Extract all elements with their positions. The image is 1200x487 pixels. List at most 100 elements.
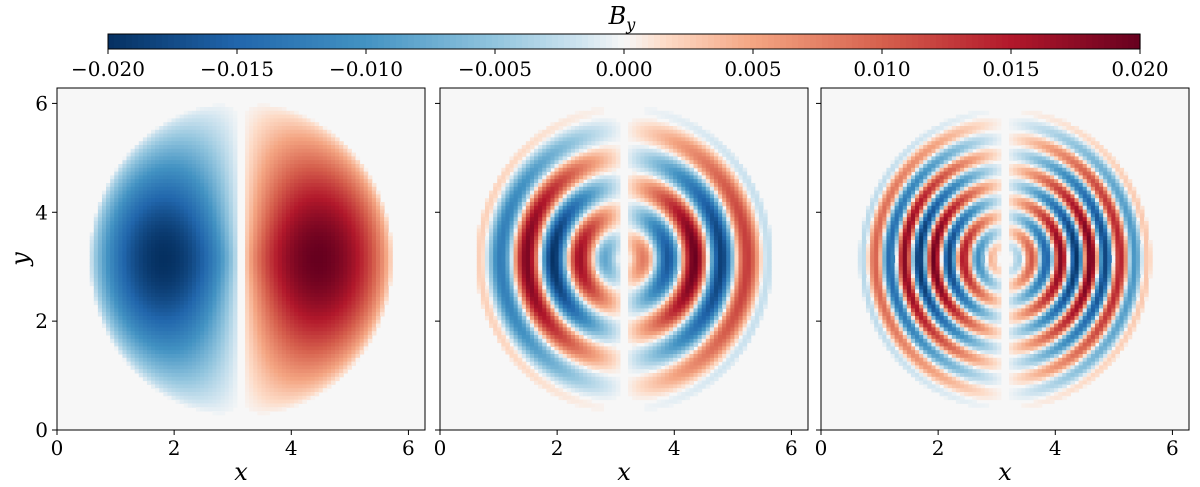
heatmap-cell [257,126,262,131]
heatmap-cell [142,224,148,230]
heatmap-cell [167,281,172,287]
heatmap-cell [285,346,291,351]
heatmap-cell [134,202,140,207]
heatmap-cell [269,407,275,412]
heatmap-cell [146,213,152,218]
heatmap-cell [375,308,381,313]
heatmap-cell [318,167,324,173]
heatmap-cell [290,323,295,328]
heatmap-cell [212,285,217,290]
heatmap-cell [326,285,332,290]
heatmap-cell [228,312,234,317]
heatmap-cell [314,297,320,302]
heatmap-cell [187,236,193,241]
heatmap-cell [118,236,123,241]
heatmap-cell [134,194,140,199]
heatmap-cell [668,110,674,116]
heatmap-cell [138,243,144,249]
heatmap-cell [335,338,340,344]
heatmap-cell [191,255,197,260]
heatmap-cell [261,342,267,347]
heatmap-cell [110,300,115,306]
heatmap-cell [134,274,140,279]
heatmap-cell [326,133,332,138]
heatmap-cell [228,327,234,332]
heatmap-cell [257,224,262,230]
heatmap-cell [191,114,197,119]
heatmap-cell [220,232,226,237]
heatmap-cell [326,266,332,271]
heatmap-cell [204,236,209,241]
heatmap-cell [384,259,389,264]
heatmap-cell [281,346,287,351]
heatmap-cell [273,110,279,116]
heatmap-cell [146,255,152,260]
heatmap-cell [220,392,226,397]
heatmap-cell [322,266,328,271]
heatmap-cell [652,107,658,112]
heatmap-cell [183,388,189,393]
heatmap-cell [290,217,295,222]
heatmap-cell [101,205,107,211]
heatmap-cell [570,114,576,119]
heatmap-cell [232,338,238,344]
heatmap-cell [273,384,279,389]
heatmap-cell [335,350,340,355]
heatmap-cell [232,304,238,309]
heatmap-cell [290,209,295,214]
heatmap-cell [261,395,267,401]
heatmap-cell [167,262,172,268]
heatmap-cell [204,221,209,226]
heatmap-cell [285,319,291,325]
heatmap-cell [384,278,389,283]
heatmap-cell [351,194,356,199]
heatmap-cell [224,110,230,116]
heatmap-cell [290,236,295,241]
heatmap-cell [216,114,222,119]
heatmap-cell [130,247,136,252]
heatmap-cell [298,221,303,226]
heatmap-cell [281,285,287,290]
heatmap-cell [326,323,332,328]
heatmap-cell [314,175,320,180]
heatmap-cell [306,175,312,180]
heatmap-cell [114,167,119,173]
heatmap-cell [281,380,287,385]
heatmap-cell [265,297,271,302]
heatmap-cell [122,342,128,347]
heatmap-cell [142,373,148,378]
heatmap-cell [179,224,185,230]
heatmap-cell [175,319,181,325]
heatmap-cell [355,259,361,264]
heatmap-cell [339,190,344,195]
colorbar-segment [840,34,847,49]
heatmap-cell [265,304,271,309]
heatmap-cell [122,293,128,298]
heatmap-cell [322,126,328,131]
heatmap-cell [122,297,128,302]
heatmap-cell [175,129,181,135]
heatmap-cell [310,118,316,123]
heatmap-cell [204,407,209,412]
colorbar-segment [864,34,871,49]
colorbar-segment [942,34,949,49]
heatmap-cell [122,232,128,237]
heatmap-cell [142,186,148,192]
heatmap-cell [232,392,238,397]
heatmap-cell [175,205,181,211]
heatmap-cell [261,236,267,241]
heatmap-cell [187,293,193,298]
heatmap-cell [245,110,250,116]
heatmap-cell [224,354,230,359]
heatmap-cell [187,228,193,233]
heatmap-cell [318,129,324,135]
heatmap-cell [220,209,226,214]
heatmap-cell [253,137,258,142]
heatmap-cell [269,224,275,230]
heatmap-cell [142,171,148,176]
colorbar: By −0.020 −0.015 −0.010 −0.005 0.000 0.005 0.0… [71,2,1169,81]
heatmap-cell [359,262,365,268]
heatmap-cell [200,133,205,138]
heatmap-cell [347,167,352,173]
heatmap-cell [159,357,164,363]
